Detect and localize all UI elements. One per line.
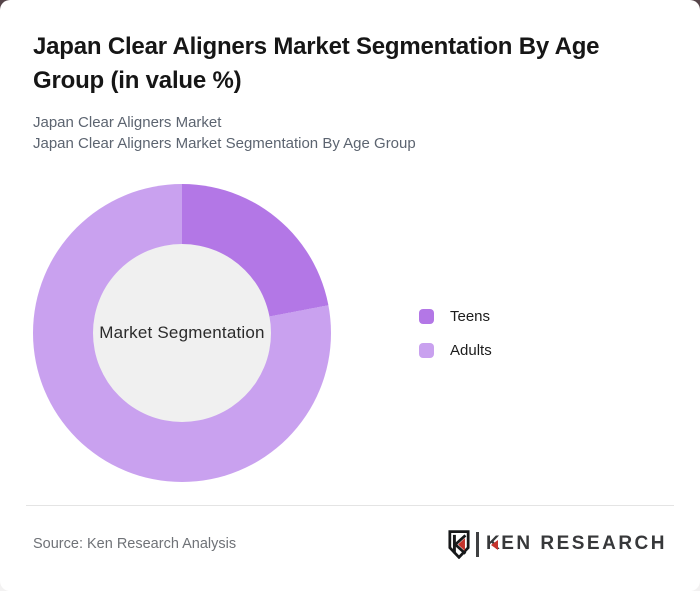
- footer-divider: [26, 505, 674, 506]
- donut-center: Market Segmentation: [93, 244, 271, 422]
- logo-text: KEN RESEARCH: [486, 533, 667, 555]
- legend-swatch-teens: [419, 308, 434, 324]
- ken-shield-icon: [448, 529, 470, 559]
- chart-subtitle-1: Japan Clear Aligners Market: [33, 114, 222, 131]
- legend-label-adults: Adults: [450, 341, 492, 359]
- donut-center-label: Market Segmentation: [99, 323, 265, 342]
- donut-chart[interactable]: Market Segmentation: [33, 184, 331, 482]
- chart-title-line-1: Japan Clear Aligners Market Segmentation…: [33, 33, 600, 60]
- source-text: Source: Ken Research Analysis: [33, 536, 237, 552]
- logo-divider: [476, 531, 479, 557]
- chart-legend: Teens Adults: [419, 306, 492, 360]
- chart-title-line-2: Group (in value %): [33, 67, 242, 94]
- chart-subtitle-2: Japan Clear Aligners Market Segmentation…: [33, 135, 416, 152]
- legend-item-adults[interactable]: Adults: [419, 340, 492, 360]
- ken-research-logo: KEN RESEARCH: [448, 529, 667, 559]
- footer: Source: Ken Research Analysis KEN RESEAR…: [33, 529, 667, 559]
- chart-title: Japan Clear Aligners Market Segmentation…: [33, 30, 600, 98]
- legend-swatch-adults: [419, 342, 434, 358]
- chart-subtitles: Japan Clear Aligners Market Japan Clear …: [33, 112, 416, 154]
- logo-k-red-triangle: [491, 539, 499, 550]
- legend-item-teens[interactable]: Teens: [419, 306, 492, 326]
- logo-rest-text: EN RESEARCH: [501, 533, 667, 554]
- legend-label-teens: Teens: [450, 307, 491, 325]
